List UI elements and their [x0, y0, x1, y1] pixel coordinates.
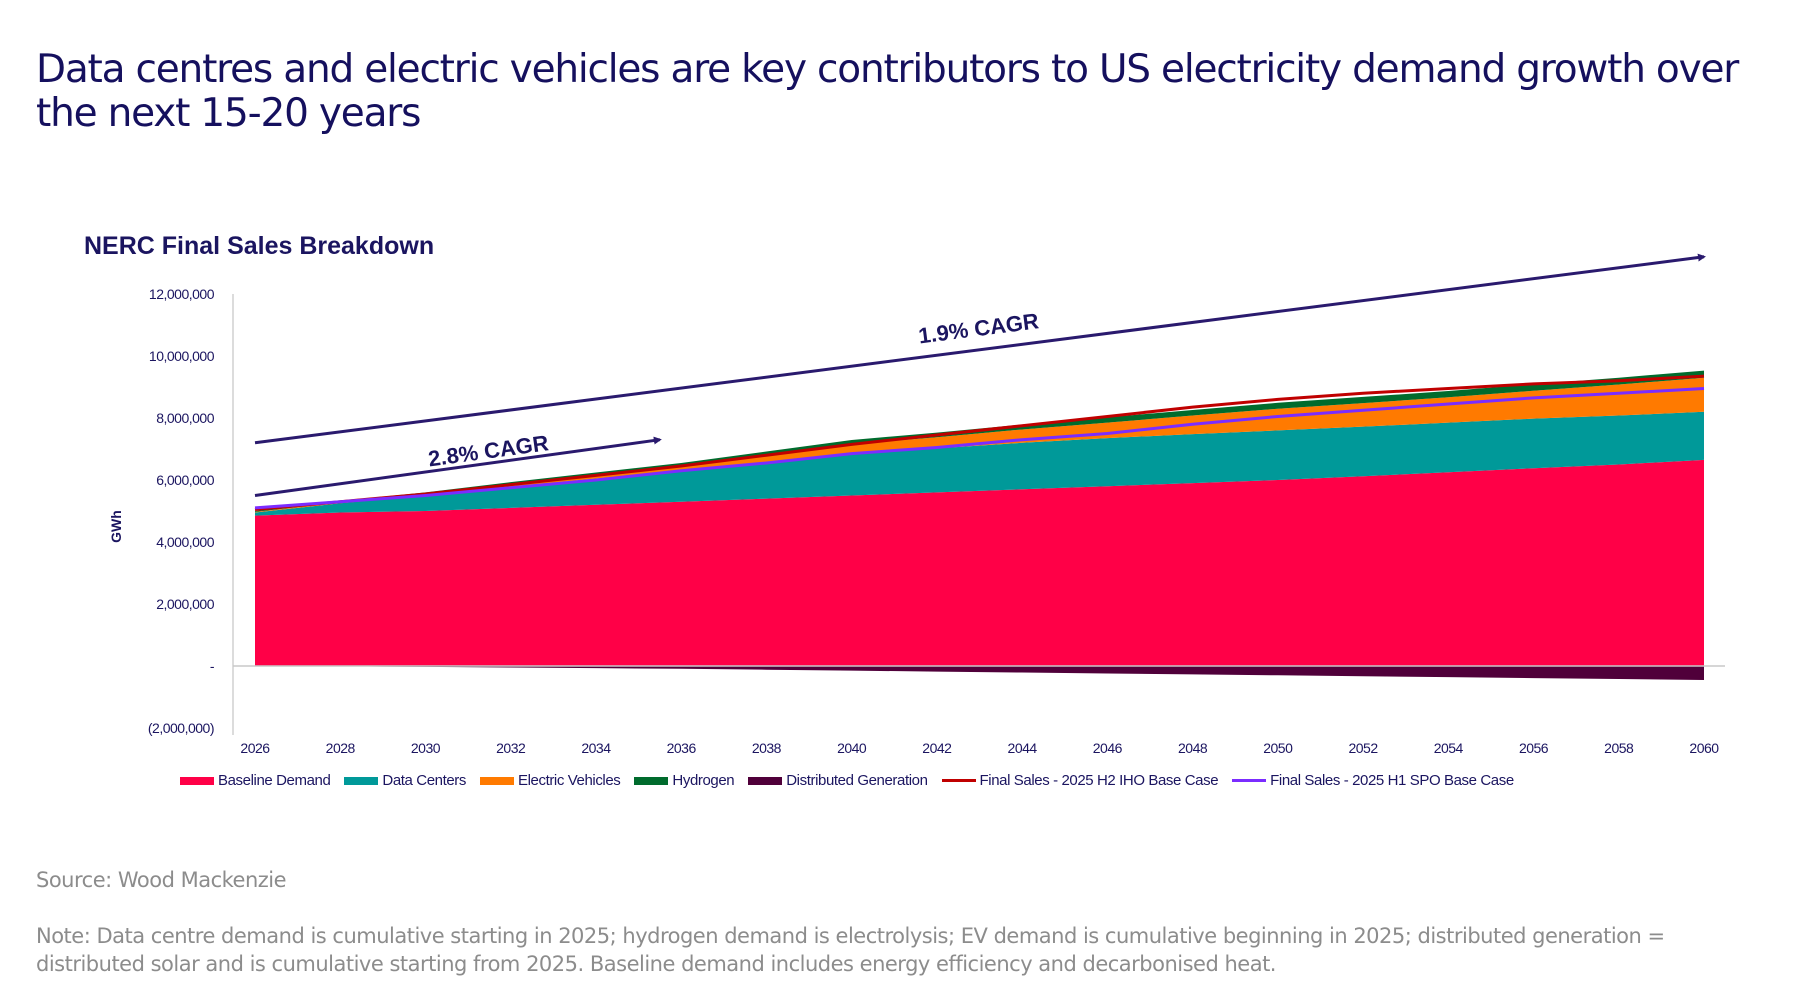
- area-distributed-generation: [255, 666, 1704, 680]
- x-tick-label: 2044: [1008, 740, 1038, 756]
- y-tick-label: 4,000,000: [156, 534, 214, 550]
- y-tick-label: 6,000,000: [156, 472, 214, 488]
- x-tick-label: 2036: [667, 740, 697, 756]
- x-tick-label: 2038: [752, 740, 782, 756]
- legend-label: Final Sales - 2025 H1 SPO Base Case: [1270, 772, 1514, 789]
- cagr-label: 2.8% CAGR: [427, 430, 550, 471]
- x-tick-label: 2052: [1348, 740, 1378, 756]
- legend-swatch: [748, 776, 783, 785]
- x-tick-label: 2060: [1689, 740, 1719, 756]
- legend-label: Electric Vehicles: [517, 772, 621, 789]
- chart-title: NERC Final Sales Breakdown: [84, 232, 435, 260]
- area-baseline-demand: [255, 459, 1704, 666]
- x-tick-label: 2054: [1434, 740, 1464, 756]
- page-title: Data centres and electric vehicles are k…: [36, 47, 1739, 136]
- legend-label: Data Centers: [382, 772, 466, 789]
- x-tick-label: 2028: [326, 740, 356, 756]
- x-tick-label: 2050: [1263, 740, 1293, 756]
- cagr-label: 1.9% CAGR: [917, 308, 1040, 348]
- line-final-sales-2025-h2-iho-base-case: [254, 374, 1705, 511]
- x-tick-label: 2030: [411, 740, 441, 756]
- legend-label: Baseline Demand: [218, 772, 331, 789]
- area-hydrogen: [255, 370, 1704, 512]
- cagr-arrow: [254, 253, 1706, 445]
- line-final-sales-2025-h1-spo-base-case: [254, 387, 1705, 510]
- x-tick-label: 2046: [1093, 740, 1123, 756]
- x-tick-label: 2058: [1604, 740, 1634, 756]
- legend-item: Electric Vehicles: [479, 772, 621, 789]
- y-tick-label: 8,000,000: [156, 410, 214, 426]
- legend-item: Final Sales - 2025 H1 SPO Base Case: [1232, 772, 1514, 789]
- note-text: Note: Data centre demand is cumulative s…: [36, 924, 1665, 976]
- legend-item: Distributed Generation: [748, 772, 928, 789]
- legend-item: Final Sales - 2025 H2 IHO Base Case: [941, 772, 1219, 789]
- x-tick-label: 2026: [240, 740, 270, 756]
- legend-swatch: [941, 779, 976, 782]
- legend-item: Hydrogen: [634, 772, 735, 789]
- legend-label: Final Sales - 2025 H2 IHO Base Case: [979, 772, 1219, 789]
- cagr-arrow: [254, 436, 662, 497]
- legend-swatch: [1232, 779, 1267, 782]
- x-tick-label: 2048: [1178, 740, 1208, 756]
- legend-label: Hydrogen: [672, 772, 735, 789]
- y-tick-label: 12,000,000: [149, 286, 215, 302]
- x-tick-label: 2056: [1519, 740, 1549, 756]
- x-tick-label: 2040: [837, 740, 867, 756]
- area-data-centers: [255, 411, 1704, 516]
- source-text: Source: Wood Mackenzie: [36, 868, 287, 892]
- y-axis-label: GWh: [108, 510, 124, 543]
- y-tick-label: 10,000,000: [149, 348, 215, 364]
- legend: Baseline Demand Data Centers Electric Vehi…: [180, 772, 1514, 789]
- x-tick-label: 2032: [496, 740, 526, 756]
- x-tick-label: 2042: [922, 740, 952, 756]
- x-tick-label: 2034: [581, 740, 611, 756]
- legend-swatch: [344, 776, 379, 785]
- legend-swatch: [479, 776, 514, 785]
- legend-item: Data Centers: [344, 772, 466, 789]
- legend-item: Baseline Demand: [180, 772, 331, 789]
- y-tick-label: (2,000,000): [148, 720, 214, 736]
- y-tick-label: 2,000,000: [156, 596, 214, 612]
- legend-swatch: [634, 776, 669, 785]
- y-tick-label: -: [210, 658, 215, 674]
- legend-label: Distributed Generation: [786, 772, 928, 789]
- legend-swatch: [180, 776, 214, 785]
